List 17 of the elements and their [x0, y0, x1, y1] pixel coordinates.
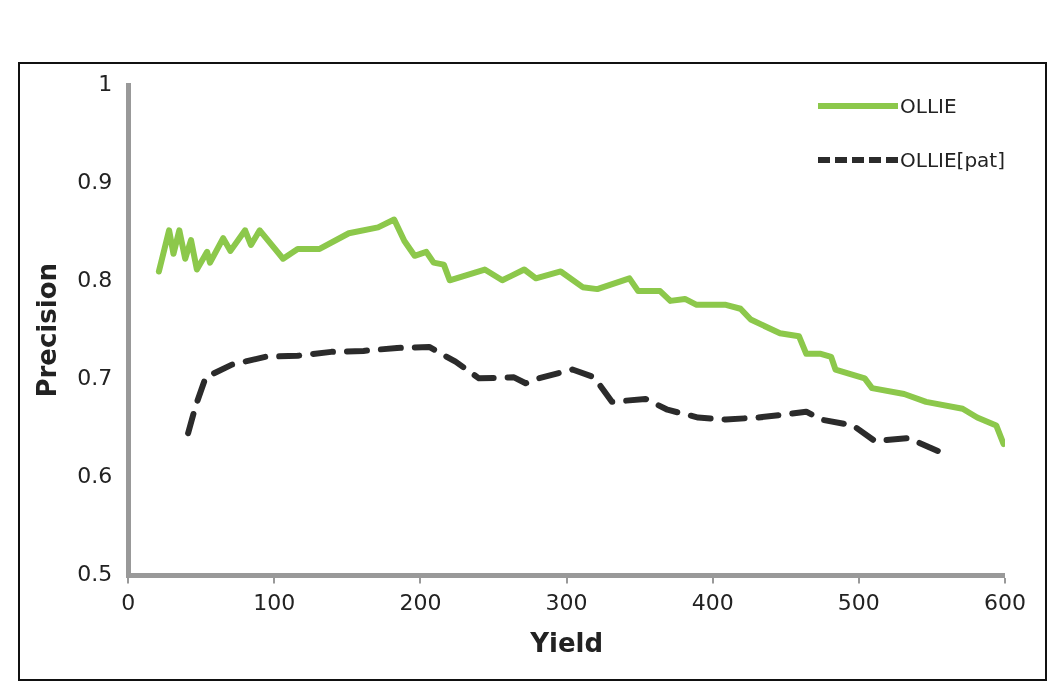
x-tick-label: 100	[253, 590, 296, 616]
y-tick-label: 0.9	[77, 168, 113, 194]
x-tick-label: 500	[837, 590, 880, 616]
y-tick-label: 0.5	[77, 561, 113, 587]
x-tick-label: 300	[545, 590, 588, 616]
x-tick-label: 0	[121, 590, 136, 616]
y-tick-label: 0.6	[77, 463, 113, 489]
y-tick-label: 0.7	[77, 365, 113, 391]
x-tick-label: 600	[984, 590, 1026, 616]
x-tick-label: 200	[399, 590, 442, 616]
y-axis-title: Precision	[32, 263, 63, 398]
legend-label: OLLIE	[900, 94, 957, 118]
y-tick-label: 0.8	[77, 267, 113, 292]
y-tick-label: 1	[98, 70, 113, 96]
x-tick-label: 400	[691, 590, 734, 616]
legend-label: OLLIE[pat]	[900, 148, 1005, 172]
x-axis-title: Yield	[529, 628, 604, 659]
